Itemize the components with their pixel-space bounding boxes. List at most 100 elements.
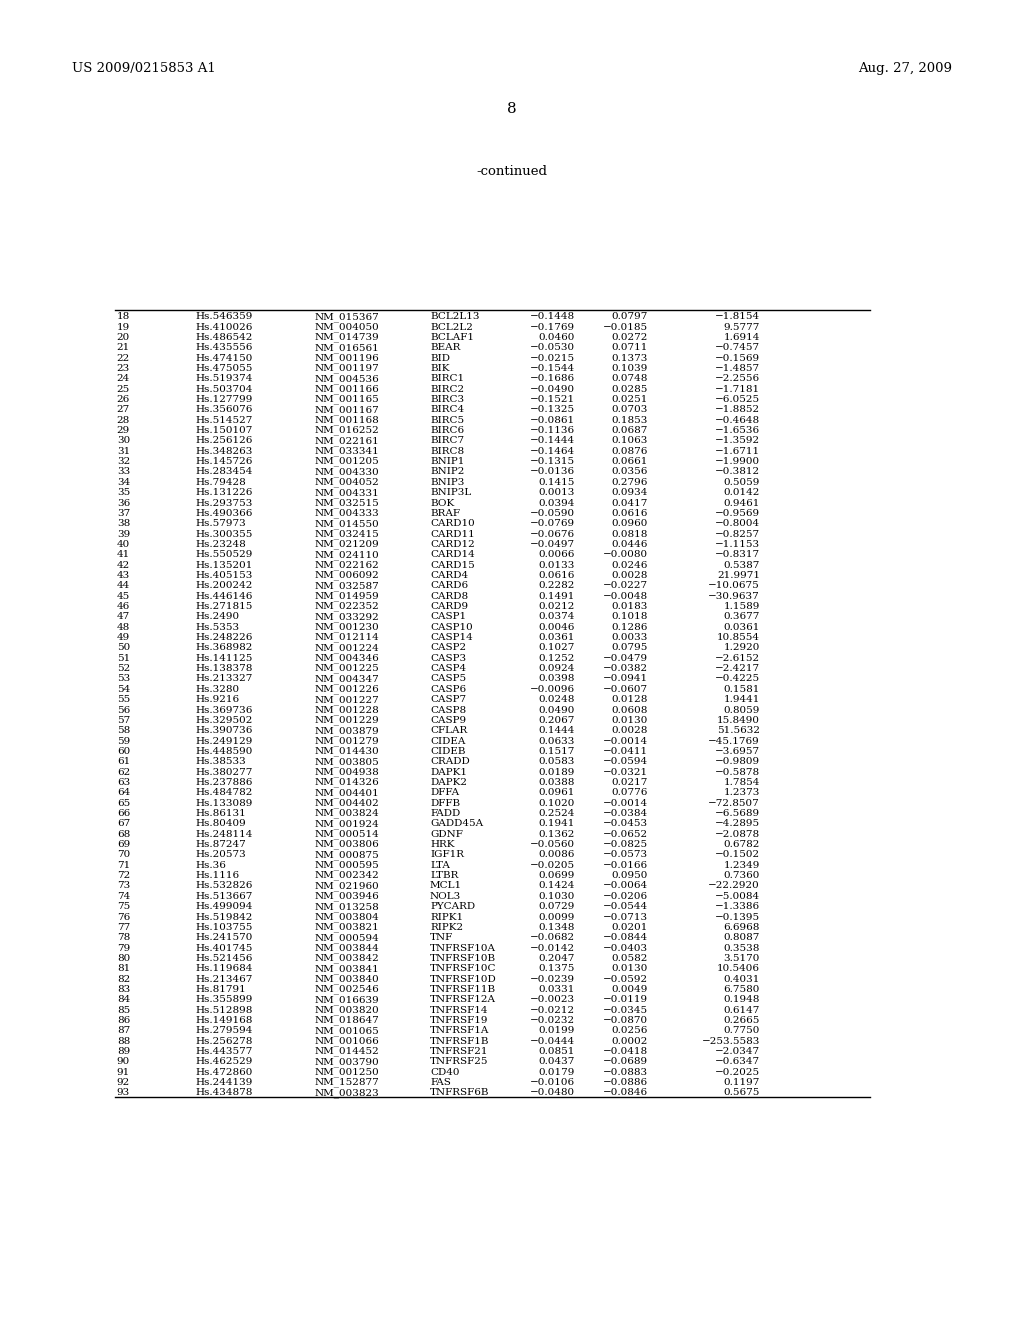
Text: −0.1136: −0.1136: [529, 426, 575, 436]
Text: 74: 74: [117, 892, 130, 900]
Text: 20: 20: [117, 333, 130, 342]
Text: −0.0594: −0.0594: [603, 758, 648, 767]
Text: −0.0825: −0.0825: [603, 840, 648, 849]
Text: Hs.546359: Hs.546359: [195, 313, 252, 321]
Text: −0.0232: −0.0232: [529, 1016, 575, 1026]
Text: 0.0437: 0.0437: [539, 1057, 575, 1067]
Text: −1.6536: −1.6536: [715, 426, 760, 436]
Text: NM_003841: NM_003841: [315, 964, 380, 974]
Text: 43: 43: [117, 572, 130, 579]
Text: CIDEB: CIDEB: [430, 747, 466, 756]
Text: −1.3386: −1.3386: [715, 902, 760, 911]
Text: −0.0713: −0.0713: [603, 912, 648, 921]
Text: 0.8087: 0.8087: [724, 933, 760, 942]
Text: 87: 87: [117, 1027, 130, 1035]
Text: NM_000594: NM_000594: [315, 933, 380, 942]
Text: 30: 30: [117, 437, 130, 445]
Text: −0.0689: −0.0689: [603, 1057, 648, 1067]
Text: −0.0136: −0.0136: [529, 467, 575, 477]
Text: Hs.486542: Hs.486542: [195, 333, 252, 342]
Text: LTA: LTA: [430, 861, 450, 870]
Text: RIPK2: RIPK2: [430, 923, 463, 932]
Text: −0.0096: −0.0096: [529, 685, 575, 694]
Text: 1.7854: 1.7854: [724, 777, 760, 787]
Text: −0.0080: −0.0080: [603, 550, 648, 560]
Text: 0.0490: 0.0490: [539, 705, 575, 714]
Text: Hs.256126: Hs.256126: [195, 437, 252, 445]
Text: 37: 37: [117, 510, 130, 517]
Text: CASP10: CASP10: [430, 623, 473, 632]
Text: 0.0388: 0.0388: [539, 777, 575, 787]
Text: Hs.355899: Hs.355899: [195, 995, 252, 1005]
Text: NM_003879: NM_003879: [315, 726, 380, 735]
Text: NM_001224: NM_001224: [315, 643, 380, 653]
Text: 48: 48: [117, 623, 130, 632]
Text: 57: 57: [117, 715, 130, 725]
Text: 66: 66: [117, 809, 130, 818]
Text: NM_004052: NM_004052: [315, 478, 380, 487]
Text: BIRC8: BIRC8: [430, 446, 464, 455]
Text: Hs.241570: Hs.241570: [195, 933, 252, 942]
Text: 59: 59: [117, 737, 130, 746]
Text: NM_021209: NM_021209: [315, 540, 380, 549]
Text: 67: 67: [117, 820, 130, 829]
Text: Aug. 27, 2009: Aug. 27, 2009: [858, 62, 952, 75]
Text: NM_021960: NM_021960: [315, 882, 380, 891]
Text: 0.1853: 0.1853: [611, 416, 648, 425]
Text: Hs.521456: Hs.521456: [195, 954, 252, 962]
Text: 0.1027: 0.1027: [539, 643, 575, 652]
Text: 0.0582: 0.0582: [611, 954, 648, 962]
Text: 21.9971: 21.9971: [717, 572, 760, 579]
Text: 56: 56: [117, 705, 130, 714]
Text: Hs.410026: Hs.410026: [195, 322, 252, 331]
Text: −1.6711: −1.6711: [715, 446, 760, 455]
Text: −22.2920: −22.2920: [709, 882, 760, 891]
Text: Hs.514527: Hs.514527: [195, 416, 252, 425]
Text: 76: 76: [117, 912, 130, 921]
Text: −2.0878: −2.0878: [715, 830, 760, 838]
Text: NM_001228: NM_001228: [315, 705, 380, 715]
Text: CIDEA: CIDEA: [430, 737, 465, 746]
Text: 0.1039: 0.1039: [611, 364, 648, 374]
Text: NM_003946: NM_003946: [315, 891, 380, 902]
Text: 0.0246: 0.0246: [611, 561, 648, 570]
Text: NM_001066: NM_001066: [315, 1036, 380, 1045]
Text: 33: 33: [117, 467, 130, 477]
Text: −0.0590: −0.0590: [529, 510, 575, 517]
Text: −0.1769: −0.1769: [529, 322, 575, 331]
Text: NM_152877: NM_152877: [315, 1078, 380, 1088]
Text: 0.5675: 0.5675: [724, 1089, 760, 1097]
Text: CARD15: CARD15: [430, 561, 475, 570]
Text: TNFRSF1B: TNFRSF1B: [430, 1036, 489, 1045]
Text: 63: 63: [117, 777, 130, 787]
Text: CARD11: CARD11: [430, 529, 475, 539]
Text: 0.0130: 0.0130: [611, 715, 648, 725]
Text: NM_032515: NM_032515: [315, 498, 380, 508]
Text: 0.0142: 0.0142: [724, 488, 760, 498]
Text: 47: 47: [117, 612, 130, 622]
Text: 83: 83: [117, 985, 130, 994]
Text: 35: 35: [117, 488, 130, 498]
Text: NM_003844: NM_003844: [315, 944, 380, 953]
Text: −30.9637: −30.9637: [709, 591, 760, 601]
Text: NM_001065: NM_001065: [315, 1026, 380, 1036]
Text: Hs.80409: Hs.80409: [195, 820, 246, 829]
Text: −0.1686: −0.1686: [529, 375, 575, 383]
Text: Hs.435556: Hs.435556: [195, 343, 252, 352]
Text: Hs.300355: Hs.300355: [195, 529, 252, 539]
Text: 0.0851: 0.0851: [539, 1047, 575, 1056]
Text: Hs.446146: Hs.446146: [195, 591, 252, 601]
Text: 60: 60: [117, 747, 130, 756]
Text: 0.2665: 0.2665: [724, 1016, 760, 1026]
Text: 0.0189: 0.0189: [539, 768, 575, 776]
Text: 51: 51: [117, 653, 130, 663]
Text: 0.5059: 0.5059: [724, 478, 760, 487]
Text: Hs.368982: Hs.368982: [195, 643, 252, 652]
Text: 58: 58: [117, 726, 130, 735]
Text: 45: 45: [117, 591, 130, 601]
Text: CASP14: CASP14: [430, 634, 473, 642]
Text: 90: 90: [117, 1057, 130, 1067]
Text: PYCARD: PYCARD: [430, 902, 475, 911]
Text: 9.5777: 9.5777: [724, 322, 760, 331]
Text: −1.4857: −1.4857: [715, 364, 760, 374]
